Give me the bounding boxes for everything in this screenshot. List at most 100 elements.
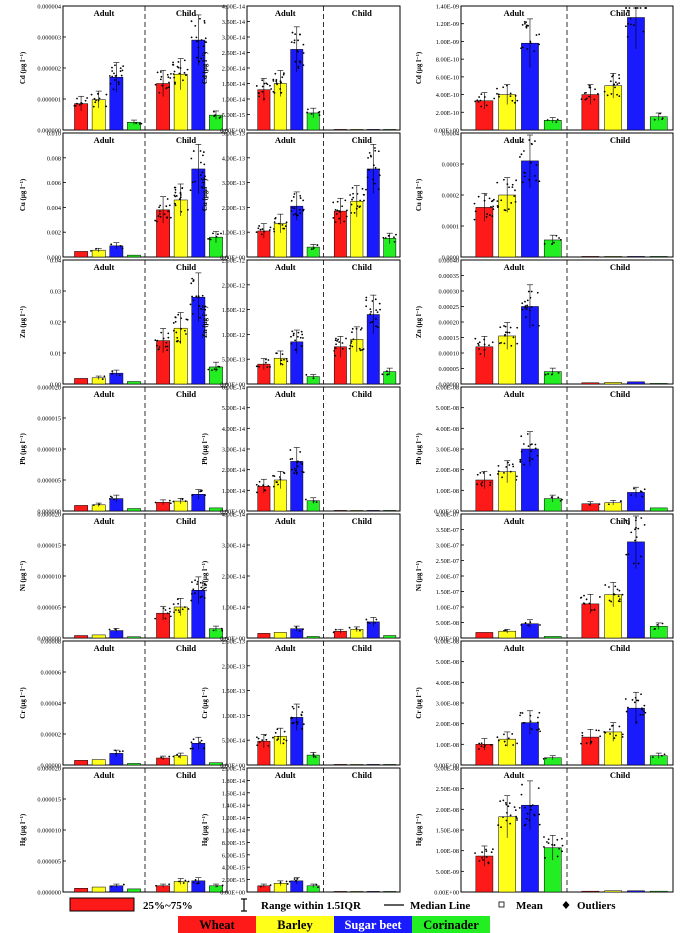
data-point [166,198,169,200]
data-point [296,335,299,338]
data-point [512,465,515,468]
data-point [211,369,213,372]
y-tick-label: 1.40E-14 [222,803,246,810]
data-point [593,609,596,611]
data-point [634,528,636,531]
y-tick-label: 0.00000 [41,763,61,770]
y-tick-label: 1.20E-09 [436,21,459,28]
data-point [168,755,171,758]
data-point [302,209,305,212]
data-point [258,480,261,483]
data-point [177,313,180,316]
data-point [76,97,78,100]
data-point [521,302,524,305]
y-tick-label: 0.04 [50,258,62,265]
data-point [197,882,200,885]
y-tick-label: 0.000005 [37,859,61,866]
data-point [203,597,206,599]
data-point [290,199,293,202]
data-point [300,713,303,716]
data-point [512,336,515,339]
data-point [175,195,178,197]
y-tick-label: 5.00E-09 [436,869,459,876]
data-point [497,93,500,96]
legend-mean-label: Mean [516,900,543,912]
data-point [301,711,304,714]
data-point [215,235,218,238]
y-tick-label: 0.000000 [37,890,61,897]
data-point [113,79,116,81]
data-point [84,99,87,102]
y-tick-label: 0.004 [47,205,62,212]
data-point [179,191,182,194]
data-point [535,164,538,166]
bar-child-wheat [333,510,347,512]
data-point [635,536,638,539]
data-point [369,154,372,157]
y-tick-label: 3.00E-14 [222,35,246,42]
data-point [283,730,286,733]
data-point [506,811,508,814]
data-point [263,230,266,233]
data-point [516,342,519,345]
data-point [198,60,201,63]
data-point [505,331,507,334]
data-point [302,43,305,46]
group-label-child: Child [610,516,631,526]
data-point [299,451,302,453]
legend-barley-label: Barley [277,918,313,932]
y-tick-label: 0.000004 [37,4,61,11]
data-point [190,36,193,39]
panel-cu-3: 0.0000 0.0001 0.0002 0.0003 0.0004 Cu (μg l⁻¹… [415,131,674,262]
data-point [477,344,480,347]
y-tick-label: 0.00E+00 [434,890,459,897]
data-point [478,341,481,344]
data-point [507,461,509,464]
data-point [284,225,287,228]
data-point [637,527,640,530]
group-label-child: Child [610,262,631,272]
data-point [386,370,388,372]
data-point [341,205,344,208]
data-point [275,78,278,81]
bar-child-wheat [333,764,347,766]
data-point [369,308,372,311]
data-point [527,445,530,448]
data-point [551,843,553,846]
group-label-adult: Adult [94,8,115,18]
data-point [216,233,219,236]
data-point [526,433,529,435]
data-point [186,68,189,71]
data-point [276,728,279,731]
data-point [488,214,491,216]
data-point [345,215,348,218]
data-point [538,728,540,730]
data-point [176,598,179,601]
bar-child-barley [350,510,364,512]
data-point [558,237,560,239]
data-point [530,161,532,164]
data-point [334,354,337,357]
y-tick-label: 2.00E-15 [222,877,245,884]
data-point [299,336,302,339]
data-point [295,471,298,474]
data-point [499,326,502,329]
data-point [476,473,479,476]
data-point [164,345,167,348]
data-point [627,523,630,525]
bar-child-corinader [649,383,668,385]
bar-adult-wheat [74,888,88,893]
data-point [496,200,499,203]
data-point [524,300,526,303]
data-point [296,461,298,464]
data-point [269,84,271,87]
data-point [177,339,179,342]
data-point [182,882,185,884]
data-point [632,562,635,565]
data-point [505,466,508,468]
data-point [530,306,533,308]
data-point [490,851,493,854]
data-point [516,326,519,329]
data-point [111,66,113,69]
data-point [169,72,172,75]
